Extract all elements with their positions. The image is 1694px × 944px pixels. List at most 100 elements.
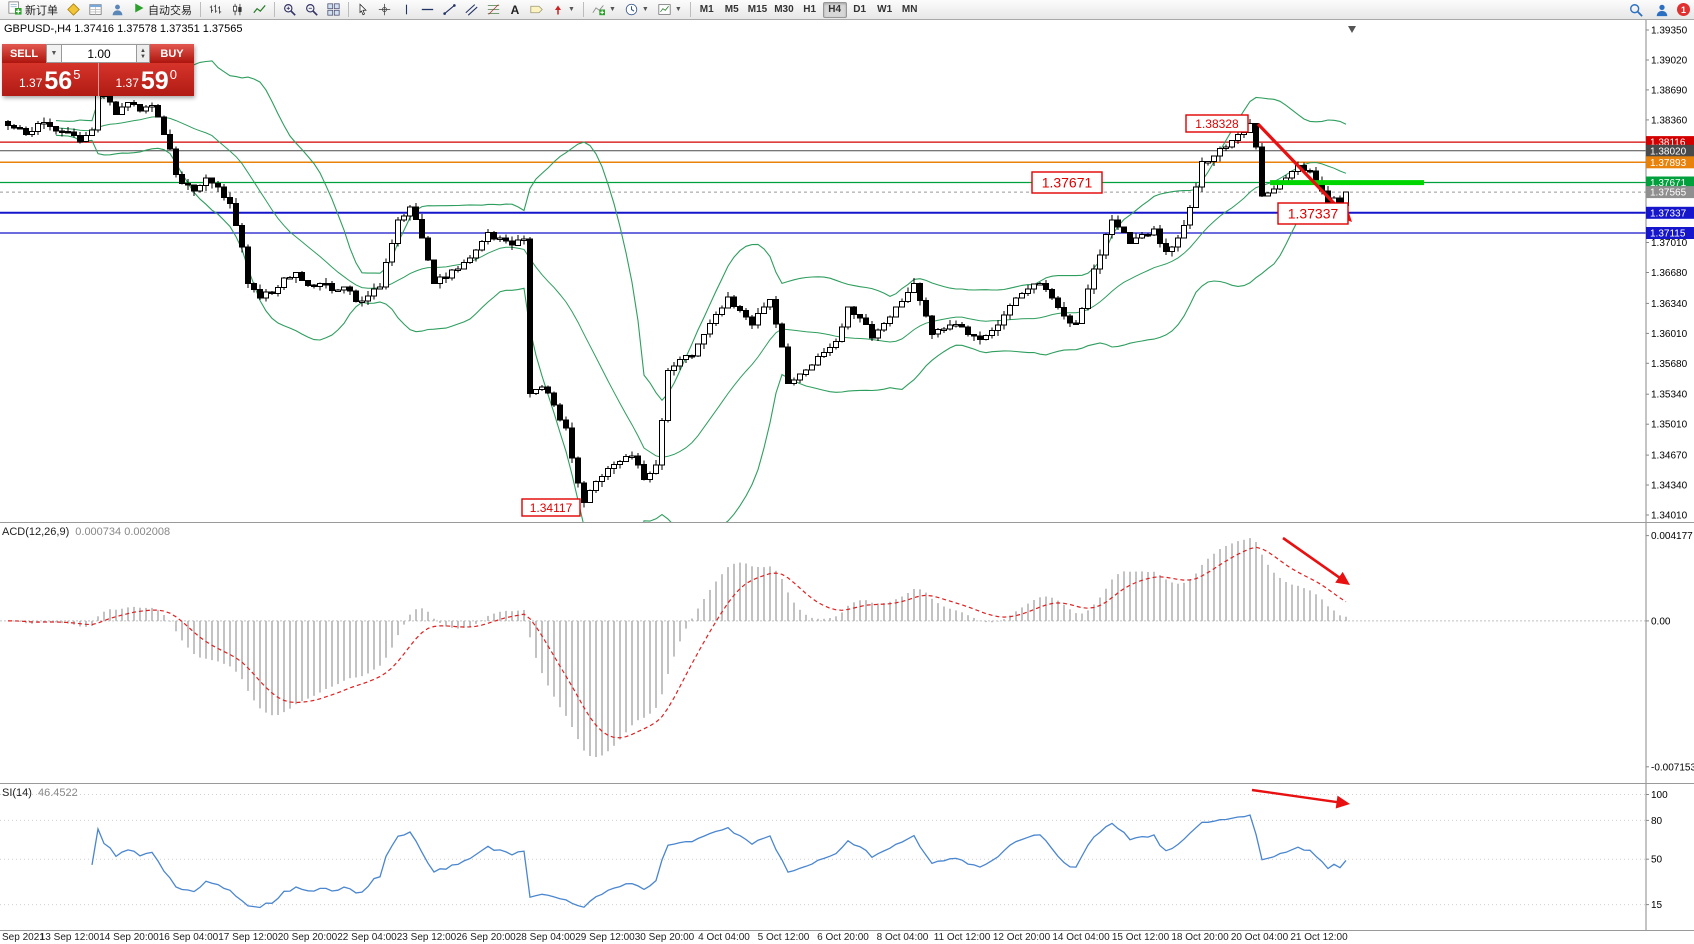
new-order-icon (8, 1, 22, 18)
bar-chart-icon[interactable] (205, 1, 226, 19)
timeframe-h1-button[interactable]: H1 (803, 4, 817, 15)
price-tick: 1.39350 (1651, 26, 1688, 37)
rsi-line (91, 814, 1347, 909)
price-divider (97, 63, 99, 96)
volume-dropdown-icon[interactable]: ▼ (46, 44, 61, 63)
sell-price[interactable]: 1.37 56 5 (2, 63, 98, 96)
tile-windows-icon[interactable] (323, 1, 344, 19)
price-tick: 1.38690 (1651, 85, 1688, 96)
price-callout[interactable]: 1.37671 (1031, 171, 1103, 194)
zoom-out-icon[interactable] (301, 1, 322, 19)
buy-price-main: 59 (140, 67, 169, 95)
macd-histogram (13, 538, 1347, 757)
timeframe-d1-button[interactable]: D1 (853, 4, 867, 15)
vertical-line-icon[interactable] (396, 1, 416, 19)
sell-price-sup: 5 (73, 67, 81, 82)
price-tick: 1.34340 (1651, 481, 1688, 492)
timeframe-h4-button[interactable]: H4 (822, 1, 847, 18)
sell-button[interactable]: SELL (2, 44, 46, 63)
chart-shift-marker[interactable] (1348, 26, 1356, 33)
rsi-canvas[interactable]: 100 80 50 15 (0, 784, 1694, 930)
search-icon[interactable] (1625, 1, 1647, 19)
time-axis-label: 28 Sep 04:00 (515, 932, 576, 943)
svg-text:1.38328: 1.38328 (1195, 117, 1239, 131)
zoom-in-icon[interactable] (279, 1, 300, 19)
bollinger-middle (55, 116, 1347, 458)
time-axis-label: 18 Oct 20:00 (1171, 932, 1229, 943)
autotrading-play-icon (133, 2, 145, 17)
time-axis-label: 15 Oct 12:00 (1111, 932, 1170, 943)
timeframe-group: M1 M5 M15 M30 H1 H4 D1 W1 MN (695, 1, 922, 18)
crosshair-icon[interactable] (374, 1, 395, 19)
timeframe-m15-button[interactable]: M15 (747, 4, 768, 15)
autotrading-button[interactable]: 自动交易 (129, 1, 196, 19)
time-axis-label: 8 Oct 04:00 (876, 932, 929, 943)
channel-icon[interactable] (461, 1, 482, 19)
svg-text:1.37671: 1.37671 (1650, 178, 1687, 189)
trendline-icon[interactable] (439, 1, 460, 19)
templates-icon[interactable]: ▼ (654, 1, 686, 19)
volume-input[interactable]: 1.00 (61, 44, 137, 63)
cursor-icon[interactable] (353, 1, 373, 19)
price-axis-label: 1.38020 (1646, 144, 1694, 157)
toolbar-separator (348, 2, 349, 17)
svg-text:1.37671: 1.37671 (1042, 175, 1093, 191)
macd-signal-line (8, 546, 1347, 739)
data-window-icon[interactable] (85, 1, 106, 19)
price-tick: 1.36010 (1651, 329, 1688, 340)
market-watch-icon[interactable] (63, 1, 84, 19)
price-callout[interactable]: 1.38328 (1185, 114, 1249, 133)
one-click-trading-panel: SELL ▼ 1.00 ▲ ▼ BUY 1.37 56 5 1.37 59 0 (2, 44, 194, 96)
line-chart-icon[interactable] (249, 1, 270, 19)
timeframe-m1-button[interactable]: M1 (699, 4, 714, 15)
candlestick-icon[interactable] (227, 1, 248, 19)
buy-button[interactable]: BUY (150, 44, 194, 63)
rsi-tick: 100 (1651, 790, 1668, 801)
trend-highlight-segment[interactable] (1270, 180, 1424, 186)
indicators-icon[interactable]: ▼ (588, 1, 620, 19)
svg-text:1.38020: 1.38020 (1650, 146, 1687, 157)
rsi-panel: SI(14) 46.4522 100 80 50 15 (0, 783, 1694, 930)
time-axis-label: 16 Sep 04:00 (158, 932, 219, 943)
time-axis-label: 29 Sep 12:00 (575, 932, 635, 943)
chevron-down-icon: ▼ (568, 6, 575, 13)
time-axis-label: 20 Sep 20:00 (277, 932, 338, 943)
price-tick: 1.35010 (1651, 420, 1688, 431)
timeframe-mn-button[interactable]: MN (901, 4, 918, 15)
rsi-tick: 80 (1651, 816, 1663, 827)
price-callout[interactable]: 1.34117 (521, 498, 581, 517)
time-axis-label: 12 Oct 20:00 (992, 932, 1051, 943)
spin-down-icon: ▼ (140, 53, 146, 60)
chevron-down-icon: ▼ (641, 6, 649, 13)
price-tick: 1.36340 (1651, 299, 1688, 310)
svg-text:1.38116: 1.38116 (1650, 138, 1686, 149)
autotrading-label: 自动交易 (148, 4, 192, 17)
rsi-label: SI(14) 46.4522 (2, 787, 78, 799)
macd-panel: ACD(12,26,9) 0.000734 0.002008 0.004177 0.… (0, 522, 1694, 783)
community-icon[interactable] (1651, 1, 1673, 19)
price-axis-label: 1.37115 (1646, 227, 1694, 240)
candles (5, 75, 1349, 508)
navigator-icon[interactable] (107, 1, 128, 19)
periods-icon[interactable]: ▼ (621, 1, 653, 19)
price-callout[interactable]: 1.37337 (1277, 202, 1349, 225)
buy-price-prefix: 1.37 (115, 76, 139, 90)
timeframe-m30-button[interactable]: M30 (774, 4, 794, 15)
buy-price[interactable]: 1.37 59 0 (99, 63, 195, 96)
timeframe-w1-button[interactable]: W1 (877, 4, 893, 15)
horizontal-line-icon[interactable] (417, 1, 438, 19)
bollinger-upper (55, 60, 1347, 402)
time-axis-label: 23 Sep 12:00 (396, 932, 457, 943)
timeframe-m5-button[interactable]: M5 (724, 4, 739, 15)
fibonacci-icon[interactable] (483, 1, 504, 19)
new-order-button[interactable]: 新订单 (4, 1, 62, 19)
arrows-icon[interactable]: ▼ (548, 1, 579, 19)
time-axis[interactable]: Sep 2021 13 Sep 12:00 14 Sep 20:00 16 Sep 0… (0, 930, 1694, 944)
volume-spinner[interactable]: ▲ ▼ (137, 44, 150, 63)
price-chart-canvas[interactable]: 1.38328 1.37671 1.37337 1.34117 1.39350 1.390… (0, 20, 1694, 522)
price-tick: 1.35340 (1651, 390, 1688, 401)
macd-canvas[interactable]: 0.004177 0.00 -0.007153 (0, 523, 1694, 783)
notification-badge[interactable]: 1 (1677, 3, 1690, 16)
label-icon[interactable] (526, 1, 547, 19)
text-icon[interactable]: A (510, 2, 520, 17)
